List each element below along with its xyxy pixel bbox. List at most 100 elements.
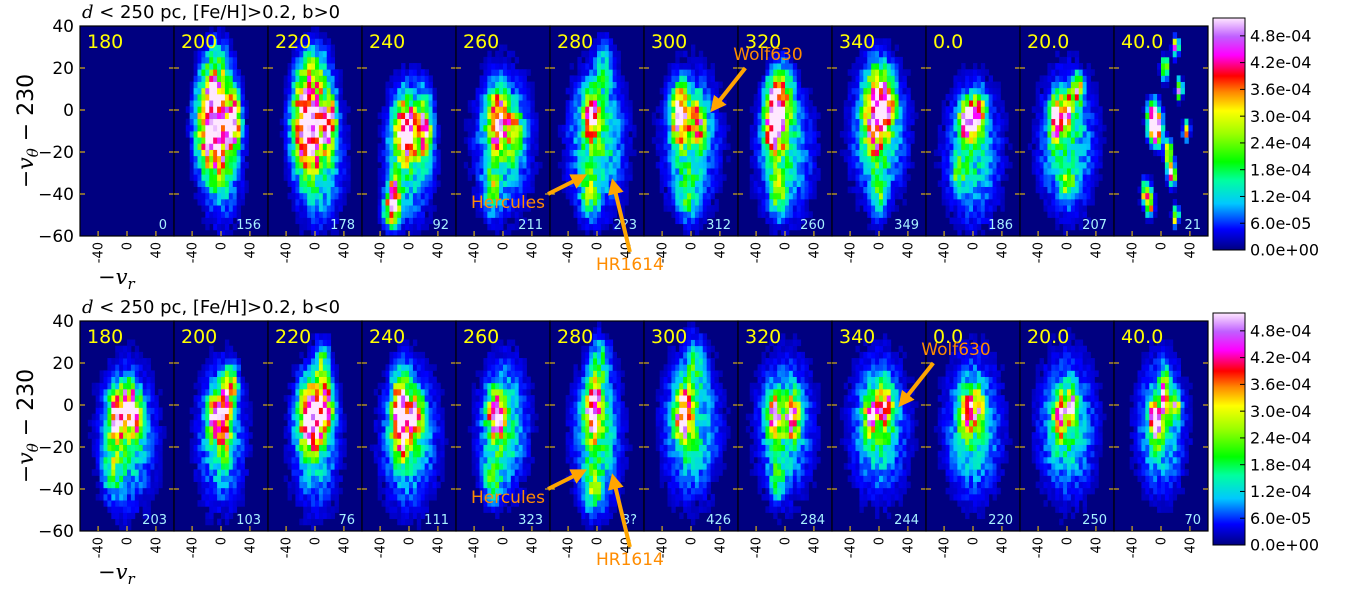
density-cell [205, 211, 210, 218]
density-cell [565, 87, 570, 95]
density-cell [197, 87, 202, 95]
density-cell [996, 112, 1001, 120]
density-cell [976, 124, 982, 132]
density-cell [1078, 118, 1084, 126]
density-cell [205, 118, 210, 126]
density-cell [675, 50, 680, 58]
density-cell [565, 192, 570, 200]
density-cell [115, 376, 120, 384]
density-cell [879, 217, 884, 225]
density-cell [236, 168, 241, 175]
density-cell [1082, 124, 1087, 132]
density-cell [875, 155, 880, 163]
density-cell [1055, 50, 1060, 58]
density-cell [514, 131, 520, 138]
density-cell [984, 149, 990, 157]
density-cell [616, 112, 621, 120]
density-cell [796, 155, 802, 163]
density-cell [193, 106, 198, 113]
density-cell [416, 137, 422, 144]
density-cell [495, 149, 500, 157]
density-cell [773, 192, 778, 200]
density-cell [522, 112, 527, 120]
density-cell [694, 217, 700, 225]
density-cell [808, 149, 813, 157]
density-cell [894, 155, 899, 163]
density-cell [569, 106, 574, 113]
density-cell [201, 44, 206, 52]
density-cell [1078, 75, 1084, 82]
density-cell [436, 149, 441, 157]
density-cell [205, 56, 210, 64]
density-cell [804, 168, 809, 175]
density-cell [510, 106, 516, 113]
density-cell [197, 149, 202, 157]
density-cell [342, 131, 347, 138]
density-cell [315, 211, 320, 218]
density-cell [138, 463, 144, 470]
density-cell [589, 75, 594, 82]
density-cell [933, 161, 939, 169]
density-cell [851, 100, 856, 107]
density-cell [228, 149, 234, 157]
density-cell [612, 56, 617, 64]
density-cell [996, 106, 1001, 113]
density-cell [671, 100, 676, 107]
density-cell [765, 69, 770, 76]
density-cell [894, 186, 899, 194]
density-cell [1051, 112, 1056, 120]
density-cell [691, 137, 696, 144]
density-cell [193, 81, 198, 89]
density-cell [322, 149, 328, 157]
x-tick-label: 40 [1183, 242, 1198, 259]
density-cell [142, 413, 147, 421]
density-cell [984, 198, 990, 206]
density-cell [859, 155, 864, 163]
density-cell [1074, 211, 1080, 218]
density-cell [197, 112, 202, 120]
density-cell [698, 143, 704, 150]
density-cell [757, 131, 762, 138]
density-cell [1168, 137, 1174, 144]
density-cell [788, 143, 794, 150]
density-cell [201, 50, 206, 58]
density-cell [189, 137, 194, 144]
density-cell [1043, 205, 1048, 212]
density-cell [577, 180, 582, 187]
density-cell [213, 124, 218, 132]
density-cell [205, 205, 210, 212]
density-cell [318, 168, 324, 175]
density-cell [706, 186, 711, 194]
density-cell [506, 50, 512, 58]
density-cell [1168, 143, 1174, 150]
density-cell [503, 93, 508, 101]
density-cell [99, 463, 104, 470]
density-cell [879, 69, 884, 76]
density-cell [871, 50, 876, 58]
density-cell [499, 192, 504, 200]
density-cell [409, 217, 414, 225]
density-cell [307, 75, 312, 82]
density-cell [698, 149, 704, 157]
density-cell [867, 124, 872, 132]
density-cell [1172, 44, 1178, 52]
density-cell [377, 124, 382, 132]
density-cell [409, 143, 414, 150]
density-cell [534, 131, 539, 138]
density-cell [608, 131, 614, 138]
density-cell [867, 180, 872, 187]
density-cell [99, 450, 104, 458]
density-cell [710, 81, 715, 89]
density-cell [816, 112, 821, 120]
density-cell [816, 174, 821, 181]
density-cell [894, 100, 899, 107]
density-cell [600, 149, 606, 157]
density-cell [679, 75, 684, 82]
density-cell [800, 192, 805, 200]
density-cell [326, 50, 332, 58]
density-cell [134, 364, 140, 371]
density-cell [839, 131, 845, 138]
density-cell [307, 106, 312, 113]
density-cell [757, 118, 762, 126]
density-cell [1035, 180, 1040, 187]
